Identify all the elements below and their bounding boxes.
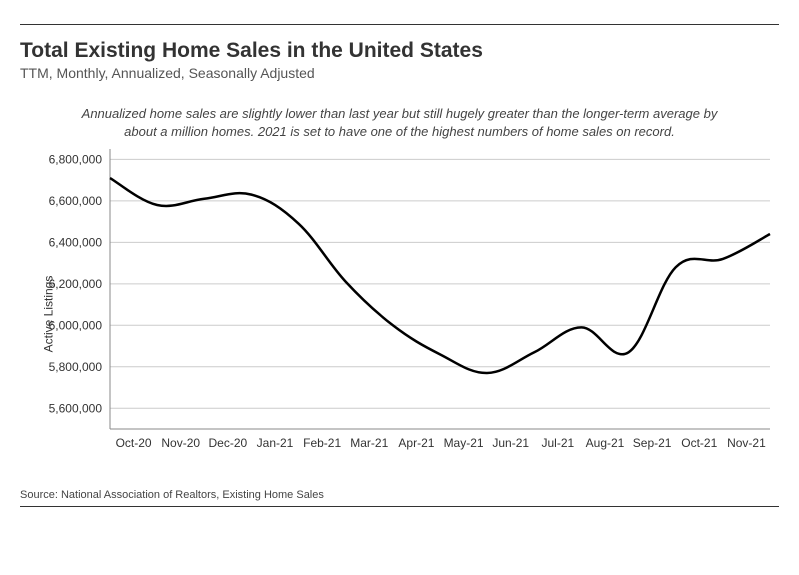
svg-text:Jun-21: Jun-21 bbox=[492, 436, 529, 450]
svg-text:5,800,000: 5,800,000 bbox=[49, 360, 103, 374]
svg-text:6,000,000: 6,000,000 bbox=[49, 319, 103, 333]
chart-title: Total Existing Home Sales in the United … bbox=[20, 39, 779, 63]
chart-area: Active Listings 5,600,000 5,800,000 6,000,… bbox=[20, 149, 779, 479]
svg-text:Nov-21: Nov-21 bbox=[727, 436, 766, 450]
line-chart-svg: 5,600,000 5,800,000 6,000,000 6,200,000 6,40… bbox=[20, 149, 779, 479]
svg-text:Jan-21: Jan-21 bbox=[257, 436, 294, 450]
chart-subtitle: TTM, Monthly, Annualized, Seasonally Adj… bbox=[20, 65, 779, 81]
svg-text:6,400,000: 6,400,000 bbox=[49, 236, 103, 250]
source-text: Source: National Association of Realtors… bbox=[20, 489, 779, 501]
svg-text:Apr-21: Apr-21 bbox=[398, 436, 434, 450]
bottom-rule bbox=[20, 506, 779, 507]
note-line-2: about a million homes. 2021 is set to ha… bbox=[124, 124, 675, 139]
note-line-1: Annualized home sales are slightly lower… bbox=[82, 106, 718, 121]
chart-annotation: Annualized home sales are slightly lower… bbox=[60, 105, 739, 141]
svg-text:Sep-21: Sep-21 bbox=[633, 436, 672, 450]
svg-text:Feb-21: Feb-21 bbox=[303, 436, 341, 450]
svg-text:Aug-21: Aug-21 bbox=[586, 436, 625, 450]
svg-text:Dec-20: Dec-20 bbox=[209, 436, 248, 450]
svg-text:Jul-21: Jul-21 bbox=[542, 436, 575, 450]
svg-text:Nov-20: Nov-20 bbox=[161, 436, 200, 450]
svg-text:Mar-21: Mar-21 bbox=[350, 436, 388, 450]
svg-text:6,600,000: 6,600,000 bbox=[49, 194, 103, 208]
svg-text:May-21: May-21 bbox=[444, 436, 484, 450]
svg-text:Oct-21: Oct-21 bbox=[681, 436, 717, 450]
svg-text:6,200,000: 6,200,000 bbox=[49, 277, 103, 291]
top-rule bbox=[20, 24, 779, 25]
svg-text:Oct-20: Oct-20 bbox=[116, 436, 152, 450]
svg-text:6,800,000: 6,800,000 bbox=[49, 153, 103, 167]
y-axis-label: Active Listings bbox=[41, 276, 55, 353]
svg-text:5,600,000: 5,600,000 bbox=[49, 402, 103, 416]
